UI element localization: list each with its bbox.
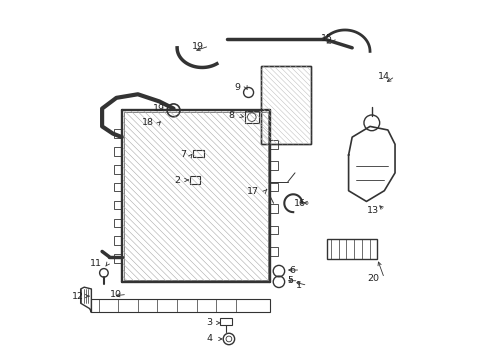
Text: 19: 19 (152, 104, 165, 113)
Text: 12: 12 (72, 292, 83, 301)
Bar (261, 66, 311, 144)
Bar (261, 66, 311, 144)
Text: 7: 7 (180, 150, 186, 159)
Text: 20: 20 (367, 274, 379, 283)
Bar (270, 161, 278, 170)
Bar (193, 150, 204, 157)
Bar (190, 176, 199, 184)
Text: 14: 14 (378, 72, 390, 81)
Text: 18: 18 (142, 118, 154, 127)
Bar (270, 226, 278, 234)
Bar (114, 201, 122, 209)
Text: 11: 11 (90, 260, 102, 269)
Text: 10: 10 (110, 290, 122, 299)
Bar (270, 247, 278, 256)
Bar (114, 183, 122, 192)
Text: 8: 8 (228, 111, 234, 120)
Bar (270, 183, 278, 192)
Bar (270, 140, 278, 149)
Text: 17: 17 (247, 187, 259, 196)
Bar (114, 165, 122, 174)
Bar (220, 318, 232, 325)
Bar (92, 298, 270, 312)
Text: 15: 15 (320, 35, 333, 44)
Bar (114, 237, 122, 245)
Text: 13: 13 (367, 206, 379, 215)
Text: 2: 2 (174, 176, 180, 185)
Text: 1: 1 (296, 281, 302, 290)
Text: 4: 4 (206, 334, 212, 343)
Bar (123, 112, 268, 280)
Bar (270, 204, 278, 213)
Bar (114, 129, 122, 138)
Text: 19: 19 (192, 41, 204, 50)
Text: 5: 5 (287, 276, 293, 285)
Text: 16: 16 (294, 199, 306, 208)
Bar (114, 219, 122, 227)
Bar (245, 111, 259, 123)
Text: 9: 9 (235, 83, 241, 92)
Bar (114, 254, 122, 263)
Text: 3: 3 (206, 318, 212, 327)
Bar (327, 239, 377, 258)
Text: 6: 6 (289, 266, 295, 275)
Bar (114, 147, 122, 156)
